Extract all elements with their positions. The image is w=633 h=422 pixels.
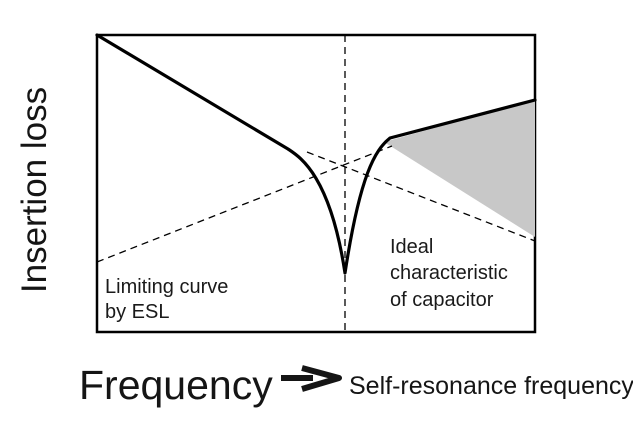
svg-text:Ideal: Ideal [390, 236, 433, 258]
svg-text:of capacitor: of capacitor [390, 289, 494, 311]
svg-text:Self-resonance frequency: Self-resonance frequency [349, 372, 633, 400]
svg-text:Limiting curve: Limiting curve [105, 276, 228, 298]
svg-text:Insertion loss: Insertion loss [15, 87, 54, 293]
svg-text:Frequency: Frequency [79, 362, 273, 408]
svg-text:by ESL: by ESL [105, 301, 169, 323]
svg-text:characteristic: characteristic [390, 262, 508, 284]
